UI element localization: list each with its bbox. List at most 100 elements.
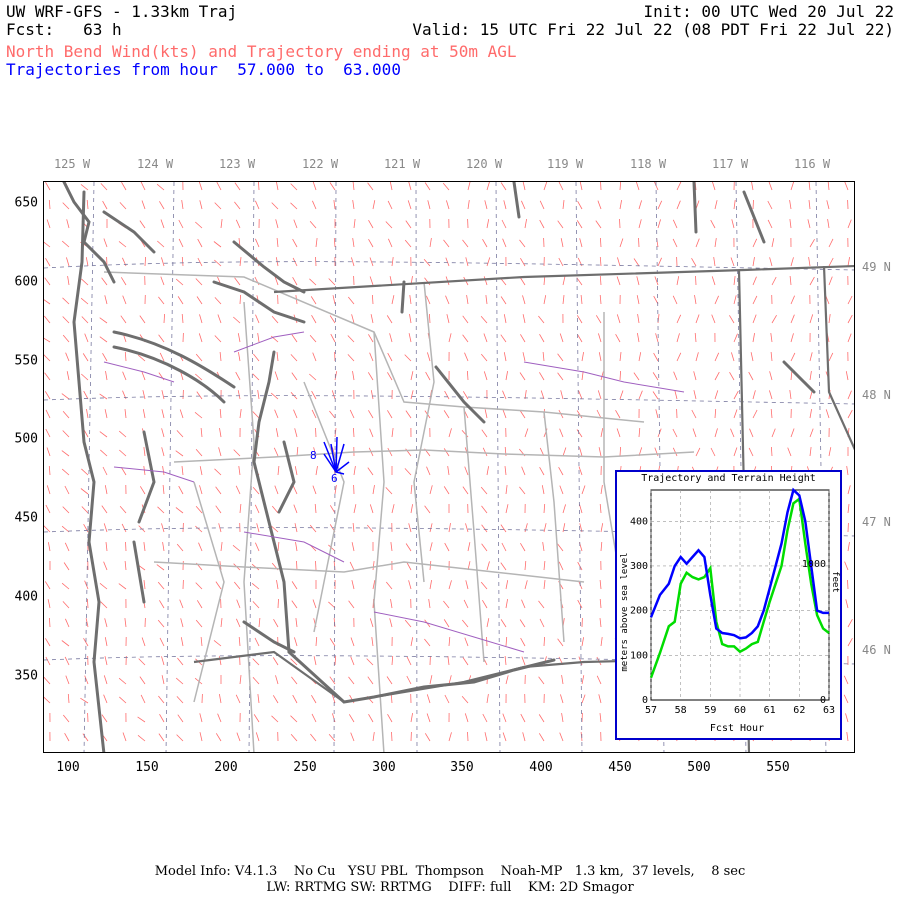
wind-barb <box>220 618 223 628</box>
wind-barb <box>219 351 222 362</box>
wind-barb <box>199 485 203 495</box>
wind-barb <box>828 447 832 457</box>
wind-barb <box>348 714 355 723</box>
wind-barb <box>158 695 165 704</box>
wind-barb <box>233 316 241 324</box>
wind-barb <box>277 465 280 476</box>
wind-barb <box>429 580 432 590</box>
wind-barb <box>158 334 165 343</box>
wind-barb <box>809 276 815 286</box>
wind-barb <box>44 241 51 248</box>
wind-barb <box>255 238 260 248</box>
wind-barb <box>637 333 640 343</box>
wind-barb <box>45 638 51 647</box>
wind-barb <box>505 636 508 647</box>
wind-barb <box>252 373 260 381</box>
wind-barb <box>104 656 108 666</box>
wind-barb <box>271 315 279 324</box>
wind-barb <box>387 372 393 381</box>
lon-label: 118 W <box>629 157 667 171</box>
wind-barb <box>579 238 583 248</box>
wind-barb <box>366 658 374 666</box>
wind-barb <box>695 275 697 286</box>
wind-barb <box>179 599 184 609</box>
wind-barb <box>520 257 526 267</box>
wind-barb <box>486 561 490 571</box>
wind-barb <box>311 409 317 419</box>
wind-barb <box>749 428 754 438</box>
wind-barb <box>484 409 488 419</box>
wind-barb <box>101 505 108 514</box>
wind-barb <box>62 316 70 324</box>
wind-barb <box>539 618 545 628</box>
wind-barb <box>543 295 547 305</box>
wind-barb <box>769 257 773 267</box>
wind-barb <box>578 390 583 400</box>
wind-barb <box>404 239 412 248</box>
wind-barb <box>160 219 165 229</box>
wind-barb <box>86 409 89 419</box>
wind-barb <box>215 486 222 495</box>
wind-barbs <box>44 182 853 742</box>
wind-barb <box>462 334 469 343</box>
wind-barb <box>195 525 203 533</box>
wind-barb <box>674 390 678 400</box>
wind-barb <box>275 428 279 438</box>
wind-barb <box>333 200 336 210</box>
wind-barb <box>426 694 431 704</box>
wind-barb <box>581 675 585 685</box>
wind-barb <box>220 219 223 229</box>
wind-barb <box>638 390 643 400</box>
wind-barb <box>332 295 336 305</box>
wind-barb <box>290 202 298 210</box>
wind-barb <box>543 182 548 191</box>
wind-barb <box>486 466 489 476</box>
wind-barb <box>581 694 586 704</box>
wind-barb <box>161 390 165 400</box>
wind-barb <box>524 523 528 533</box>
wind-barb <box>429 675 433 685</box>
wind-barb <box>137 734 146 742</box>
wind-barb <box>409 314 412 324</box>
wind-barb <box>315 466 318 476</box>
wind-barb <box>733 333 738 343</box>
wind-barb <box>714 390 719 400</box>
wind-barb <box>443 410 450 419</box>
wind-barb <box>45 182 51 191</box>
wind-barb <box>162 466 165 476</box>
wind-barb <box>429 238 432 248</box>
wind-barb <box>196 391 203 400</box>
wind-barb <box>410 713 413 723</box>
wind-barb <box>789 219 792 229</box>
wind-barb <box>62 714 70 723</box>
wind-barb <box>500 619 507 628</box>
wind-barb <box>199 713 203 723</box>
wind-barb <box>64 542 70 552</box>
wind-barb <box>695 238 700 248</box>
wind-barb <box>220 542 223 552</box>
wind-barb <box>276 237 279 248</box>
wind-barb <box>255 732 260 742</box>
wind-barb <box>199 200 203 210</box>
wind-barb <box>448 675 452 685</box>
wind-barb <box>143 542 146 552</box>
wind-barb <box>213 241 222 248</box>
wind-barb <box>522 295 526 305</box>
y-tick-label: 600 <box>14 274 38 290</box>
wind-barb <box>274 485 279 495</box>
inset-y-tick: 100 <box>630 650 648 661</box>
wind-barb <box>253 353 260 362</box>
wind-barb <box>309 373 317 381</box>
wind-barb <box>693 371 697 381</box>
wind-barb <box>177 657 184 666</box>
wind-barb <box>237 333 241 343</box>
wind-barb <box>600 523 604 533</box>
wind-barb <box>214 297 222 305</box>
y-tick-label: 650 <box>14 195 38 211</box>
wind-barb <box>270 335 279 343</box>
wind-barb <box>539 372 545 381</box>
wind-barb <box>251 582 260 590</box>
wind-barb <box>334 655 337 666</box>
wind-barb <box>482 599 488 609</box>
wind-barb <box>562 200 565 210</box>
